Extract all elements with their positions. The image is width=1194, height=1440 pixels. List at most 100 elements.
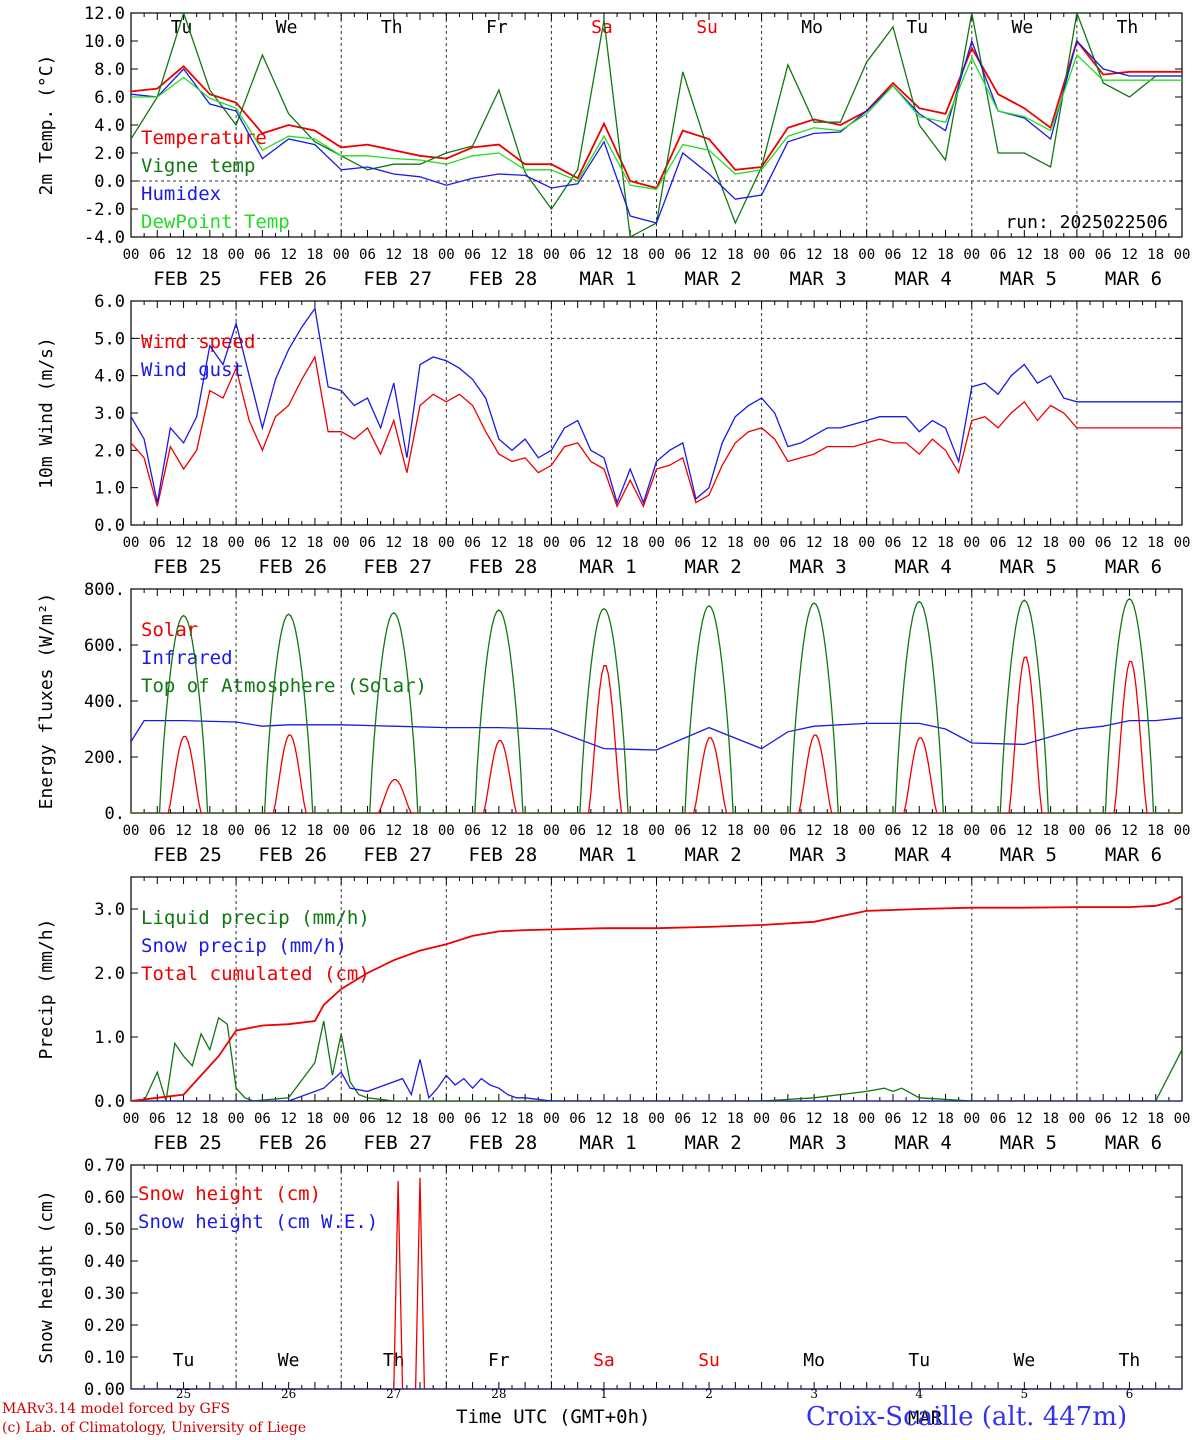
hour-label: 12 xyxy=(490,823,507,839)
date-label: MAR 5 xyxy=(1000,1132,1057,1154)
hour-label: 00 xyxy=(333,535,350,551)
hour-label: 00 xyxy=(963,823,980,839)
hour-label: 06 xyxy=(885,1111,902,1127)
hour-label: 18 xyxy=(832,247,849,263)
hour-label: 00 xyxy=(858,247,875,263)
y-tick-label: 0.00 xyxy=(84,1380,125,1400)
y-tick-label: 6.0 xyxy=(94,88,125,108)
hour-label: 00 xyxy=(438,535,455,551)
hour-label: 00 xyxy=(963,1111,980,1127)
legend-entry: Solar xyxy=(141,619,198,641)
hour-label: 06 xyxy=(674,823,691,839)
series-line-darkgreen xyxy=(131,597,1182,813)
date-label: MAR 6 xyxy=(1105,1132,1162,1154)
y-tick-label: 0.0 xyxy=(94,516,125,536)
hour-label: 18 xyxy=(306,535,323,551)
date-label: FEB 27 xyxy=(363,844,432,866)
hour-label: 12 xyxy=(1016,1111,1033,1127)
y-tick-label: 0.30 xyxy=(84,1284,125,1304)
hour-label: 12 xyxy=(806,823,823,839)
series-line-blue xyxy=(131,1059,1182,1101)
hour-label: 06 xyxy=(990,1111,1007,1127)
hour-label: 00 xyxy=(438,1111,455,1127)
date-label: MAR 6 xyxy=(1105,268,1162,290)
hour-label: 18 xyxy=(517,247,534,263)
hour-label: 12 xyxy=(385,823,402,839)
legend-entry: Total cumulated (cm) xyxy=(141,963,370,985)
hour-label: 18 xyxy=(727,823,744,839)
hour-label: 06 xyxy=(885,247,902,263)
hour-label: 06 xyxy=(1095,535,1112,551)
hour-label: 00 xyxy=(228,535,245,551)
hour-label: 12 xyxy=(596,1111,613,1127)
hour-label: 18 xyxy=(937,1111,954,1127)
hour-label: 06 xyxy=(149,823,166,839)
weekday-label: We xyxy=(1014,1350,1036,1371)
hour-label: 06 xyxy=(149,1111,166,1127)
y-tick-label: -4.0 xyxy=(84,228,125,248)
hour-label: 12 xyxy=(280,1111,297,1127)
hour-label: 12 xyxy=(175,1111,192,1127)
date-label: FEB 26 xyxy=(258,268,327,290)
hour-label: 06 xyxy=(464,535,481,551)
weekday-label: Tu xyxy=(173,1350,195,1371)
run-label: run: 2025022506 xyxy=(1005,212,1168,233)
date-label: MAR 5 xyxy=(1000,844,1057,866)
date-label: FEB 25 xyxy=(153,556,222,578)
day-number: 25 xyxy=(176,1387,191,1401)
hour-label: 12 xyxy=(701,823,718,839)
hour-label: 00 xyxy=(543,535,560,551)
weekday-label: Su xyxy=(696,17,718,38)
y-tick-label: 2.0 xyxy=(94,144,125,164)
y-tick-label: 10.0 xyxy=(84,32,125,52)
date-label: MAR 4 xyxy=(895,268,952,290)
hour-label: 12 xyxy=(1016,823,1033,839)
weekday-label: Th xyxy=(1117,17,1139,38)
date-label: FEB 25 xyxy=(153,844,222,866)
hour-label: 12 xyxy=(911,823,928,839)
hour-label: 00 xyxy=(438,823,455,839)
hour-label: 18 xyxy=(201,535,218,551)
hour-label: 06 xyxy=(779,535,796,551)
date-label: FEB 25 xyxy=(153,1132,222,1154)
date-label: FEB 28 xyxy=(469,844,538,866)
hour-label: 06 xyxy=(674,247,691,263)
series-line-lightgreen xyxy=(131,53,1182,191)
hour-label: 06 xyxy=(149,247,166,263)
y-tick-label: 0.20 xyxy=(84,1316,125,1336)
hour-label: 00 xyxy=(1068,247,1085,263)
date-label: FEB 27 xyxy=(363,556,432,578)
hour-label: 00 xyxy=(1174,247,1191,263)
date-label: MAR 5 xyxy=(1000,556,1057,578)
hour-label: 00 xyxy=(228,1111,245,1127)
hour-label: 18 xyxy=(622,535,639,551)
y-tick-label: 1.0 xyxy=(94,479,125,499)
hour-label: 12 xyxy=(1121,1111,1138,1127)
hour-label: 06 xyxy=(359,823,376,839)
date-label: MAR 2 xyxy=(684,1132,741,1154)
y-tick-label: 5.0 xyxy=(94,329,125,349)
hour-label: 18 xyxy=(1042,535,1059,551)
weekday-label: Tu xyxy=(908,1350,930,1371)
hour-label: 18 xyxy=(1147,1111,1164,1127)
y-tick-label: 0.40 xyxy=(84,1252,125,1272)
date-label: MAR 6 xyxy=(1105,556,1162,578)
y-tick-label: 0.0 xyxy=(94,1092,125,1112)
hour-label: 06 xyxy=(569,535,586,551)
y-tick-label: 3.0 xyxy=(94,404,125,424)
hour-label: 06 xyxy=(779,823,796,839)
hour-label: 00 xyxy=(1068,1111,1085,1127)
hour-label: 18 xyxy=(1147,247,1164,263)
day-number: 1 xyxy=(600,1387,608,1401)
weekday-label: Mo xyxy=(803,1350,825,1371)
hour-label: 00 xyxy=(333,823,350,839)
hour-label: 06 xyxy=(254,247,271,263)
hour-label: 12 xyxy=(911,1111,928,1127)
weekday-label: Th xyxy=(1119,1350,1141,1371)
series-line-blue xyxy=(131,306,1182,505)
hour-label: 18 xyxy=(412,247,429,263)
weekday-label: We xyxy=(1012,17,1034,38)
hour-label: 00 xyxy=(543,247,560,263)
weekday-label: Su xyxy=(698,1350,720,1371)
hour-label: 00 xyxy=(753,535,770,551)
